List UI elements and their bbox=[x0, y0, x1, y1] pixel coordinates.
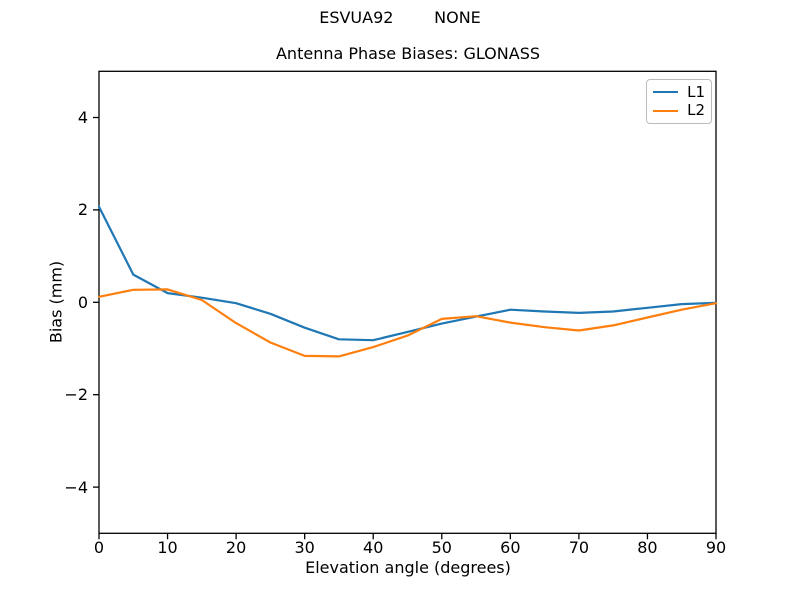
figure-suptitle: ESVUA92 NONE bbox=[319, 8, 481, 27]
y-tick-label: 0 bbox=[77, 292, 88, 312]
legend: L1 L2 bbox=[646, 79, 712, 124]
legend-label: L2 bbox=[687, 101, 705, 120]
x-tick-label: 60 bbox=[500, 538, 521, 557]
x-tick-label: 40 bbox=[363, 538, 384, 557]
x-tick-label: 10 bbox=[157, 538, 178, 557]
x-tick-label: 30 bbox=[294, 538, 315, 557]
x-tick-label: 0 bbox=[93, 538, 105, 557]
legend-line-sample bbox=[653, 109, 679, 112]
chart-title: Antenna Phase Biases: GLONASS bbox=[275, 44, 540, 63]
axes-frame bbox=[98, 70, 717, 534]
x-tick-label: 50 bbox=[431, 538, 452, 557]
y-tick-label: −4 bbox=[64, 477, 88, 497]
x-tick-label: 20 bbox=[225, 538, 247, 557]
x-axis-label: Elevation angle (degrees) bbox=[305, 558, 511, 577]
x-tick-label: 80 bbox=[637, 538, 658, 557]
y-tick-label: 4 bbox=[77, 108, 88, 127]
series-line-l1 bbox=[97, 205, 718, 342]
series-line-l2 bbox=[97, 288, 718, 358]
y-tick-label: 2 bbox=[77, 200, 88, 220]
legend-entry: L2 bbox=[653, 102, 705, 119]
x-tick-label: 70 bbox=[568, 538, 590, 557]
legend-entry: L1 bbox=[653, 82, 705, 101]
x-tick-label: 90 bbox=[705, 538, 727, 557]
legend-line-sample bbox=[653, 91, 679, 94]
legend-label: L1 bbox=[687, 82, 705, 101]
y-tick-label: −2 bbox=[64, 385, 88, 405]
